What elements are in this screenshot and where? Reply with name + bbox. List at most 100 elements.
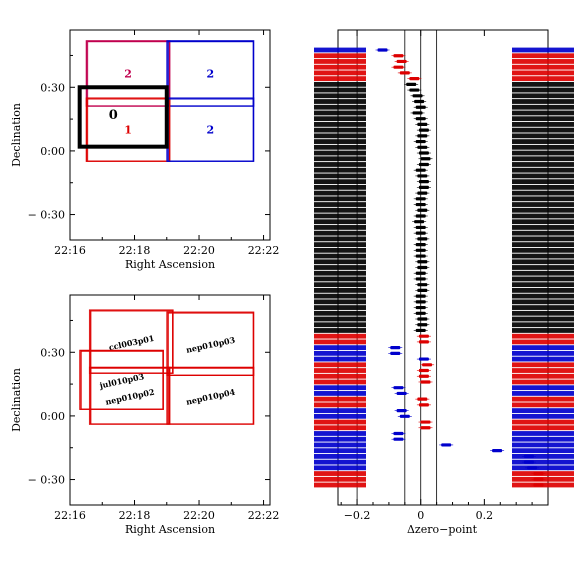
row-label-glyph-left (314, 122, 366, 127)
field-label: nep010p02 (104, 387, 155, 407)
row-label-glyph-left (314, 184, 366, 190)
panel-right: −0.2 0 0.2 Δzero−point (314, 29, 574, 536)
row-label-glyph-right (512, 350, 574, 356)
row-label-glyph-right (512, 230, 574, 236)
row-label-glyph-left (314, 259, 366, 265)
row-label-glyph-right (512, 310, 574, 316)
row-label-glyph-left (314, 287, 366, 293)
row-label-glyph-left (314, 476, 366, 482)
row-label-glyph-right (512, 293, 574, 299)
row-label-glyph-right (512, 196, 574, 202)
row-label-glyph-left (314, 408, 366, 413)
row-label-glyph-left (314, 116, 366, 122)
row-label-glyph-right (512, 207, 574, 213)
row-label-glyph-left (314, 213, 366, 219)
row-label-glyph-right (512, 442, 574, 448)
row-label-glyph-right (512, 419, 574, 425)
row-label-glyph-left (314, 202, 366, 207)
field-outline (167, 41, 254, 107)
field-label: nep010p03 (185, 335, 236, 355)
y-tick-label: 0:00 (40, 145, 65, 158)
row-label-glyph-left (314, 293, 366, 299)
row-label-glyph-left (314, 87, 366, 93)
row-label-glyph-right (512, 225, 574, 230)
row-label-glyph-left (314, 328, 366, 333)
row-label-glyph-left (314, 173, 366, 179)
x-tick-label: 22:16 (54, 244, 86, 257)
row-label-glyph-right (512, 465, 574, 471)
row-label-glyph-left (314, 242, 366, 248)
row-label-glyph-left (314, 276, 366, 282)
row-label-glyph-right (512, 345, 574, 351)
row-label-glyph-right (512, 299, 574, 305)
row-label-glyph-right (512, 396, 574, 402)
row-label-glyph-left (314, 110, 366, 116)
row-label-glyph-right (512, 104, 574, 110)
row-label-glyph-right (512, 202, 574, 207)
field-label: ccl003p01 (108, 333, 155, 352)
y-axis-label: Declination (10, 103, 23, 167)
row-label-glyph-left (314, 133, 366, 139)
row-label-glyph-left (314, 379, 366, 385)
field-label: 2 (124, 67, 132, 80)
row-label-glyph-right (512, 173, 574, 179)
row-label-glyph-left (314, 396, 366, 402)
x-tick-label: −0.2 (344, 509, 371, 522)
row-label-glyph-left (314, 448, 366, 454)
row-label-glyph-left (314, 345, 366, 351)
row-label-glyph-left (314, 453, 366, 459)
row-label-glyph-right (512, 81, 574, 87)
field-outline (167, 367, 254, 425)
row-label-glyph-left (314, 362, 366, 368)
row-label-glyph-right (512, 253, 574, 259)
row-label-glyph-right (512, 219, 574, 225)
row-label-glyph-left (314, 53, 366, 59)
y-tick-label: − 0:30 (28, 209, 65, 222)
row-label-glyph-left (314, 144, 366, 150)
row-label-glyph-right (512, 270, 574, 276)
row-label-glyph-right (512, 116, 574, 122)
field-outline (90, 310, 173, 374)
row-label-glyph-right (512, 373, 574, 379)
row-label-glyph-left (314, 162, 366, 167)
row-label-glyph-right (512, 431, 574, 436)
row-label-glyph-right (512, 70, 574, 76)
row-label-glyph-right (512, 144, 574, 150)
row-label-glyph-right (512, 150, 574, 156)
x-tick-label: 22:20 (183, 509, 215, 522)
x-axis-label: Right Ascension (125, 258, 215, 271)
y-tick-label: 0:00 (40, 410, 65, 423)
row-label-glyph-left (314, 150, 366, 156)
field-label: 1 (124, 124, 132, 137)
row-label-glyph-right (512, 339, 574, 345)
row-label-glyph-left (314, 270, 366, 276)
row-label-glyph-left (314, 190, 366, 196)
row-label-glyph-right (512, 139, 574, 144)
row-label-glyph-right (512, 287, 574, 293)
row-label-glyph-right (512, 282, 574, 288)
row-label-glyph-right (512, 76, 574, 82)
row-label-glyph-left (314, 139, 366, 144)
row-label-glyph-left (314, 76, 366, 82)
panel-bottom-left: 22:16 22:18 22:20 22:22 0:30 0:00 − 0:30 ccl00… (10, 294, 279, 536)
row-label-glyph-left (314, 316, 366, 322)
row-label-glyph-left (314, 104, 366, 110)
row-label-glyph-left (314, 368, 366, 373)
field-outline (80, 350, 164, 410)
row-label-glyph-right (512, 53, 574, 59)
row-label-glyph-right (512, 385, 574, 391)
row-label-glyph-left (314, 425, 366, 431)
field-label: jul010p03 (98, 371, 146, 390)
row-label-glyph-right (512, 47, 574, 53)
row-label-glyph-left (314, 356, 366, 362)
row-label-glyph-left (314, 471, 366, 476)
row-label-glyph-right (512, 167, 574, 173)
row-label-glyph-right (512, 184, 574, 190)
y-tick-label: 0:30 (40, 346, 65, 359)
field-outline (90, 367, 170, 425)
row-label-glyph-right (512, 379, 574, 385)
row-label-glyph-right (512, 162, 574, 167)
field-outline (87, 98, 170, 162)
row-label-glyph-left (314, 93, 366, 99)
row-label-glyph-left (314, 305, 366, 310)
